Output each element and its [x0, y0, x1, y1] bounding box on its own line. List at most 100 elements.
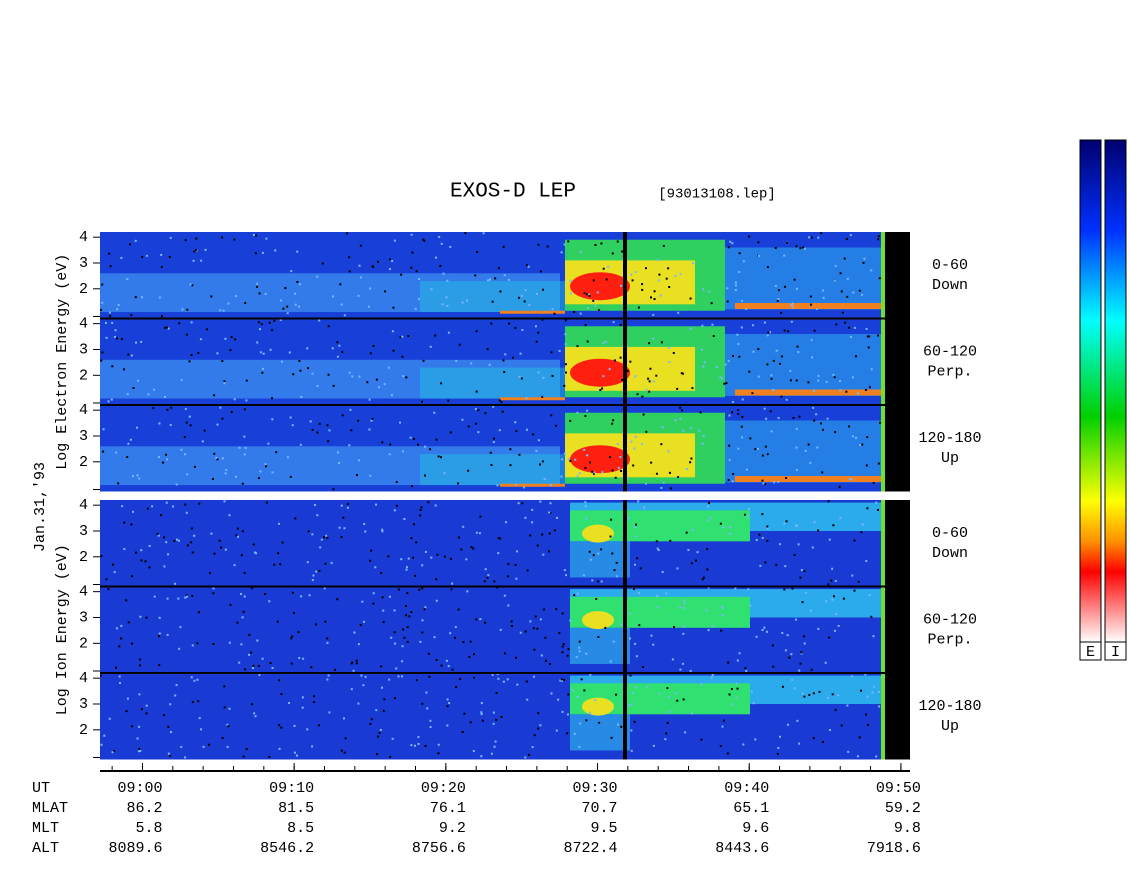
spectrogram-speckle [865, 464, 868, 467]
spectrogram-speckle [389, 258, 392, 261]
spectrogram-speckle [499, 628, 502, 631]
spectrogram-speckle [861, 443, 864, 446]
spectrogram-speckle [291, 591, 294, 594]
spectrogram-speckle [721, 725, 724, 728]
spectrogram-speckle [602, 375, 605, 378]
spectrogram-speckle [126, 393, 129, 396]
spectrogram-speckle [256, 282, 259, 285]
spectrogram-speckle [779, 362, 782, 365]
spectrogram-speckle [764, 483, 767, 486]
spectrogram-speckle [755, 635, 758, 638]
spectrogram-speckle [169, 703, 172, 706]
spectrogram-speckle [514, 563, 517, 566]
spectrogram-speckle [656, 595, 659, 598]
spectrogram-speckle [178, 322, 181, 325]
spectrogram-speckle [504, 521, 507, 524]
spectrogram-speckle [728, 459, 731, 462]
spectrogram-speckle [475, 531, 478, 534]
spectrogram-speckle [679, 606, 682, 609]
spectrogram-speckle [212, 642, 215, 645]
spectrogram-speckle [418, 277, 421, 280]
spectrogram-speckle [506, 678, 509, 681]
spectrogram-speckle [658, 692, 661, 695]
spectrogram-speckle [190, 527, 193, 530]
spectrogram-speckle [100, 743, 103, 746]
spectrogram-speckle [379, 728, 382, 731]
spectrogram-speckle [130, 642, 133, 645]
spectrogram-speckle [674, 274, 677, 277]
spectrogram-speckle [745, 468, 748, 471]
spectrogram-speckle [114, 329, 117, 332]
spectrogram-speckle [791, 678, 794, 681]
spectrogram-speckle [244, 446, 247, 449]
spectrogram-speckle [357, 294, 360, 297]
spectrogram-speckle [596, 291, 599, 294]
spectrogram-speckle [731, 703, 734, 706]
spectrogram-speckle [257, 321, 260, 324]
spectrogram-speckle [128, 243, 131, 246]
spectrogram-speckle [166, 458, 169, 461]
spectrogram-speckle [702, 576, 705, 579]
spectrogram-speckle [808, 693, 811, 696]
spectrogram-speckle [468, 656, 471, 659]
spectrogram-speckle [199, 728, 202, 731]
y-tick-label: 4 [79, 402, 88, 419]
spectrogram-speckle [822, 428, 825, 431]
spectrogram-speckle [838, 485, 841, 488]
spectrogram-speckle [866, 695, 869, 698]
spectrogram-speckle [540, 654, 543, 657]
spectrogram-speckle [461, 301, 464, 304]
spectrogram-speckle [727, 246, 730, 249]
spectrogram-speckle [107, 588, 110, 591]
spectrogram-speckle [138, 477, 141, 480]
spectrogram-speckle [162, 714, 165, 717]
spectrogram-speckle [198, 502, 201, 505]
spectrogram-speckle [569, 619, 572, 622]
spectrogram-speckle [615, 693, 618, 696]
spectrogram-speckle [118, 675, 121, 678]
spectrogram-speckle [637, 306, 640, 309]
spectrogram-speckle [412, 523, 415, 526]
spectrogram-speckle [371, 265, 374, 268]
spectrogram-speckle [256, 341, 259, 344]
spectrogram-speckle [332, 488, 335, 491]
spectrogram-speckle [514, 656, 517, 659]
spectrogram-speckle [245, 399, 248, 402]
panel-angle: 120-180 [918, 430, 981, 447]
spectrogram-speckle [184, 239, 187, 242]
spectrogram-speckle [864, 713, 867, 716]
spectrogram-speckle [326, 637, 329, 640]
spectrogram-speckle [461, 418, 464, 421]
spectrogram-speckle [767, 331, 770, 334]
spectrogram-speckle [702, 288, 705, 291]
spectrogram-speckle [446, 724, 449, 727]
spectrogram-speckle [845, 390, 848, 393]
spectrogram-speckle [328, 429, 331, 432]
spectrogram-speckle [340, 749, 343, 752]
spectrogram-speckle [226, 723, 229, 726]
spectrogram-speckle [250, 703, 253, 706]
spectrogram-speckle [705, 609, 708, 612]
spectrogram-speckle [269, 348, 272, 351]
spectrogram-speckle [681, 372, 684, 375]
spectrogram-speckle [658, 273, 661, 276]
spectrogram-speckle [407, 557, 410, 560]
spectrogram-speckle [597, 635, 600, 638]
spectrogram-speckle [824, 661, 827, 664]
spectrogram-speckle [370, 549, 373, 552]
spectrogram-speckle [199, 338, 202, 341]
spectrogram-speckle [866, 507, 869, 510]
spectrogram-speckle [140, 559, 143, 562]
spectrogram-speckle [299, 283, 302, 286]
spectrogram-speckle [734, 587, 737, 590]
spectrogram-speckle [504, 353, 507, 356]
spectrogram-speckle [484, 412, 487, 415]
spectrogram-speckle [483, 580, 486, 583]
spectrogram-speckle [433, 411, 436, 414]
spectrogram-speckle [868, 386, 871, 389]
spectrogram-speckle [115, 451, 118, 454]
spectrogram-speckle [160, 265, 163, 268]
spectrogram-speckle [443, 472, 446, 475]
spectrogram-speckle [583, 689, 586, 692]
y-axis-label: Log Ion Energy (eV) [54, 544, 71, 715]
